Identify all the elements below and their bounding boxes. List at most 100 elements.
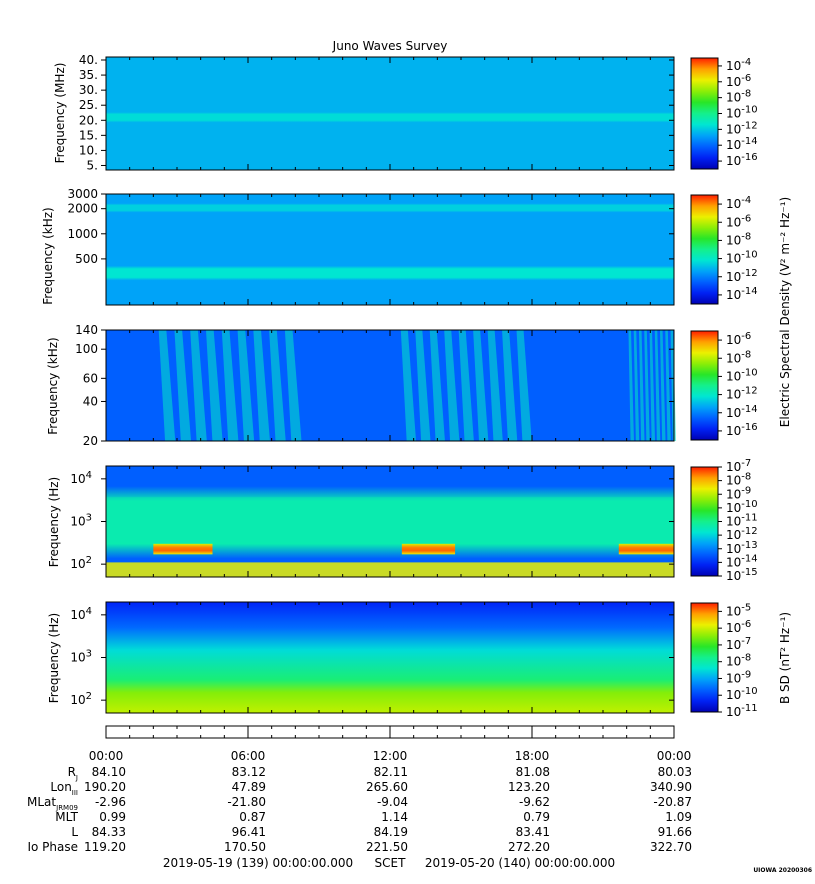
y-tick-label: 100 — [75, 342, 98, 356]
time-label: 00:00 — [657, 749, 692, 763]
emission-streak — [205, 330, 223, 441]
time-label: 18:00 — [515, 749, 550, 763]
emission-streak — [638, 330, 645, 441]
panel-1-spectrogram — [106, 57, 674, 170]
panel-5-xticks — [105, 602, 675, 713]
panel-4-ylabel: Frequency (Hz) — [47, 477, 61, 568]
ephemeris-value: 190.20 — [84, 780, 126, 794]
y-tick-label: 140 — [75, 323, 98, 337]
ephemeris-value: 322.70 — [650, 840, 692, 854]
y-tick-label: 10. — [79, 143, 98, 157]
colorbar-tick-label: 10-14 — [726, 553, 758, 569]
emission-streak — [487, 330, 503, 441]
y-tick-label: 103 — [70, 513, 92, 529]
emission-streak — [670, 330, 677, 441]
ephemeris-value: 80.03 — [658, 765, 692, 779]
emission-streak — [649, 330, 656, 441]
ephemeris-value: 81.08 — [516, 765, 550, 779]
y-tick-label: 103 — [70, 649, 92, 665]
panel-3-xticks — [105, 330, 675, 441]
panel-5-yticks: 102 103 104 — [70, 606, 674, 707]
ephemeris-value: -2.96 — [95, 795, 126, 809]
panel-3-yticks: 20 40 60 100 140 — [75, 323, 674, 448]
colorbar-tick-label: 10-7 — [726, 636, 751, 652]
colorbar-tick-label: 10-14 — [726, 286, 758, 302]
colorbar-tick-label: 10-6 — [726, 619, 751, 635]
colorbar-tick-label: 10-5 — [726, 602, 751, 618]
colorbar-tick-label: 10-12 — [726, 386, 758, 402]
intense-emission — [618, 543, 674, 555]
ephemeris-value: -21.80 — [227, 795, 266, 809]
panel-5-spectrogram — [106, 602, 674, 713]
footer-axis: SCET — [375, 856, 407, 870]
colorbar-scale — [690, 57, 719, 170]
emission-streak — [400, 330, 417, 441]
emission-streak — [190, 330, 207, 441]
colorbar-tick-label: 10-6 — [726, 331, 751, 347]
ephemeris-value: 119.20 — [84, 840, 126, 854]
ephemeris-value: 0.87 — [239, 810, 266, 824]
time-label: 06:00 — [231, 749, 266, 763]
ephemeris-value: 0.99 — [99, 810, 126, 824]
ephemeris-value: -9.04 — [377, 795, 408, 809]
panel-5-colorbar-label: B SD (nT² Hz⁻¹) — [778, 612, 792, 704]
ephemeris-value: 84.19 — [374, 825, 408, 839]
panel-1-xticks — [105, 57, 675, 170]
colorbar-scale — [690, 330, 719, 441]
colorbar-tick-label: 10-10 — [726, 499, 758, 515]
ephemeris-value: 0.79 — [523, 810, 550, 824]
panel-4-spectrogram — [106, 466, 674, 577]
y-tick-label: 104 — [70, 470, 92, 486]
ephemeris-table: 00:00 06:00 12:00 18:00 00:00 RJ 84.10 83.12 82.… — [27, 749, 692, 854]
emission-streak — [644, 330, 650, 441]
panel-2-colorbar-label: Electric Spectral Density (V² m⁻² Hz⁻¹) — [778, 197, 792, 427]
colorbar-tick-label: 10-12 — [726, 526, 758, 542]
panel-3-overlay — [158, 330, 677, 441]
colorbar-tick-label: 10-10 — [726, 367, 758, 383]
y-tick-label: 5. — [87, 158, 98, 172]
ephemeris-value: 84.10 — [92, 765, 126, 779]
ephemeris-value: 170.50 — [224, 840, 266, 854]
panel-1: 5.10.15.20.25.30.35.40. Frequency (MHz) … — [53, 53, 758, 172]
colorbar-tick-label: 10-8 — [726, 349, 751, 365]
colorbar-tick-label: 10-12 — [726, 268, 758, 284]
colorbar-tick-label: 10-10 — [726, 250, 758, 266]
y-tick-label: 2000 — [67, 202, 98, 216]
emission-streak — [253, 330, 270, 441]
ephemeris-value: 47.89 — [232, 780, 266, 794]
ephemeris-value: 221.50 — [366, 840, 408, 854]
emission-streak — [659, 330, 666, 441]
colorbar-tick-label: 10-8 — [726, 472, 751, 488]
ephemeris-value: 83.12 — [232, 765, 266, 779]
ephemeris-value: 91.66 — [658, 825, 692, 839]
colorbar-tick-label: 10-9 — [726, 485, 751, 501]
colorbar-tick-label: 10-16 — [726, 152, 758, 168]
emission-streak — [269, 330, 286, 441]
ephemeris-value: 1.09 — [665, 810, 692, 824]
colorbar-tick-label: 10-13 — [726, 540, 758, 556]
y-tick-label: 35. — [79, 68, 98, 82]
emission-streak — [221, 330, 239, 441]
panel-2-xticks — [105, 194, 675, 305]
panel-1-ylabel: Frequency (MHz) — [53, 63, 67, 164]
y-tick-label: 102 — [70, 691, 92, 707]
stamp: UIOWA 20200306 — [753, 867, 812, 874]
y-tick-label: 20 — [83, 434, 98, 448]
y-tick-label: 60 — [83, 371, 98, 385]
ephemeris-value: 123.20 — [508, 780, 550, 794]
y-tick-label: 30. — [79, 83, 98, 97]
ephemeris-value: 84.33 — [92, 825, 126, 839]
time-label: 12:00 — [373, 749, 408, 763]
colorbar-tick-label: 10-10 — [726, 686, 758, 702]
ephemeris-row-label: Io Phase — [27, 840, 78, 854]
y-tick-label: 15. — [79, 128, 98, 142]
colorbar-tick-label: 10-6 — [726, 73, 751, 89]
